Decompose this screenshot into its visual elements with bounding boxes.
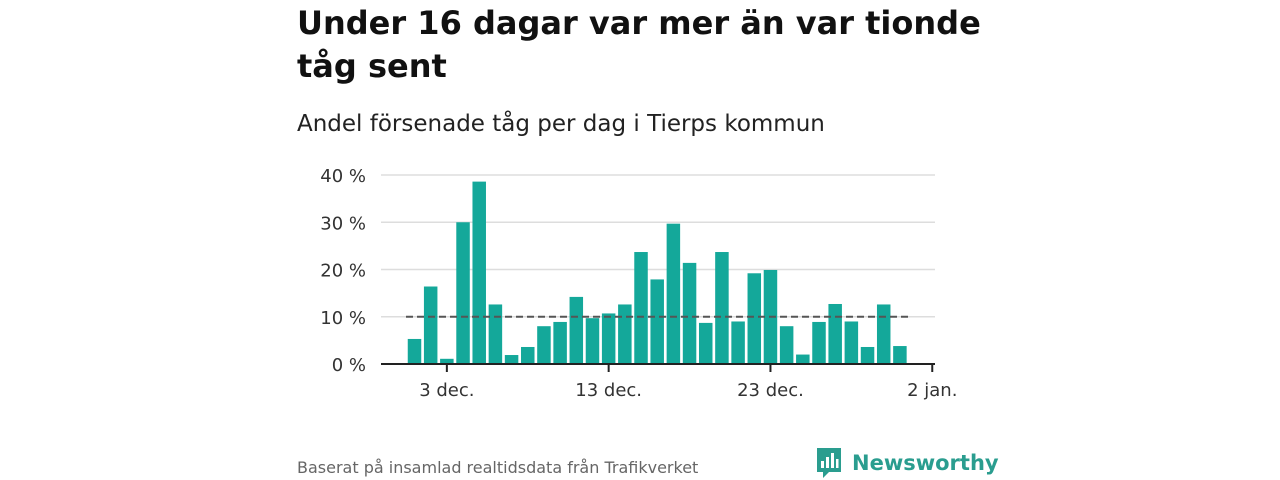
chart-subtitle: Andel försenade tåg per dag i Tierps kom… (297, 111, 825, 137)
bar (796, 354, 810, 364)
y-tick-label: 30 % (320, 213, 366, 234)
bar (488, 304, 503, 364)
x-tick-label: 23 dec. (737, 380, 804, 401)
bar (553, 321, 567, 364)
newsworthy-logo[interactable]: Newsworthy (815, 446, 999, 480)
newsworthy-logo-icon (817, 448, 841, 478)
x-tick-label: 3 dec. (419, 380, 474, 401)
bar (860, 346, 875, 364)
bar (650, 279, 664, 364)
y-tick-label: 0 % (332, 355, 366, 376)
logo-text: Newsworthy (852, 451, 999, 475)
bar (472, 181, 486, 364)
bar (601, 313, 616, 364)
source-note: Baserat på insamlad realtidsdata från Tr… (297, 458, 699, 477)
x-tick-label: 13 dec. (575, 380, 642, 401)
bar (828, 303, 842, 364)
x-axis: 3 dec. 13 dec. 23 dec. 2 jan. (381, 363, 957, 401)
bar (618, 304, 632, 364)
bar-series (407, 181, 907, 364)
chart-title: Under 16 dagar var mer än var tionde tåg… (297, 4, 981, 85)
x-tick-label: 2 jan. (907, 380, 957, 401)
bar (521, 346, 535, 364)
bar (893, 346, 907, 364)
bar (698, 322, 713, 364)
bar (666, 223, 681, 364)
bar (715, 252, 729, 364)
bar (876, 304, 891, 364)
bar (747, 273, 762, 364)
bar (504, 355, 519, 364)
bar (634, 252, 648, 364)
bar (440, 358, 454, 364)
y-tick-label: 40 % (320, 166, 366, 187)
y-tick-label: 10 % (320, 308, 366, 329)
bar (585, 318, 600, 364)
bar (844, 321, 859, 364)
y-tick-label: 20 % (320, 261, 366, 282)
bar (682, 262, 697, 364)
bar (456, 222, 470, 364)
bar (569, 296, 584, 364)
bar (812, 321, 826, 364)
bar (779, 326, 794, 364)
bar (537, 326, 551, 364)
y-axis-ticks: 0 % 10 % 20 % 30 % 40 % (320, 166, 366, 376)
bar (407, 338, 422, 364)
bar (423, 286, 438, 364)
bar (731, 321, 745, 364)
bar-chart: 0 % 10 % 20 % 30 % 40 % 3 dec. 13 dec. 23 dec.… (320, 166, 957, 401)
